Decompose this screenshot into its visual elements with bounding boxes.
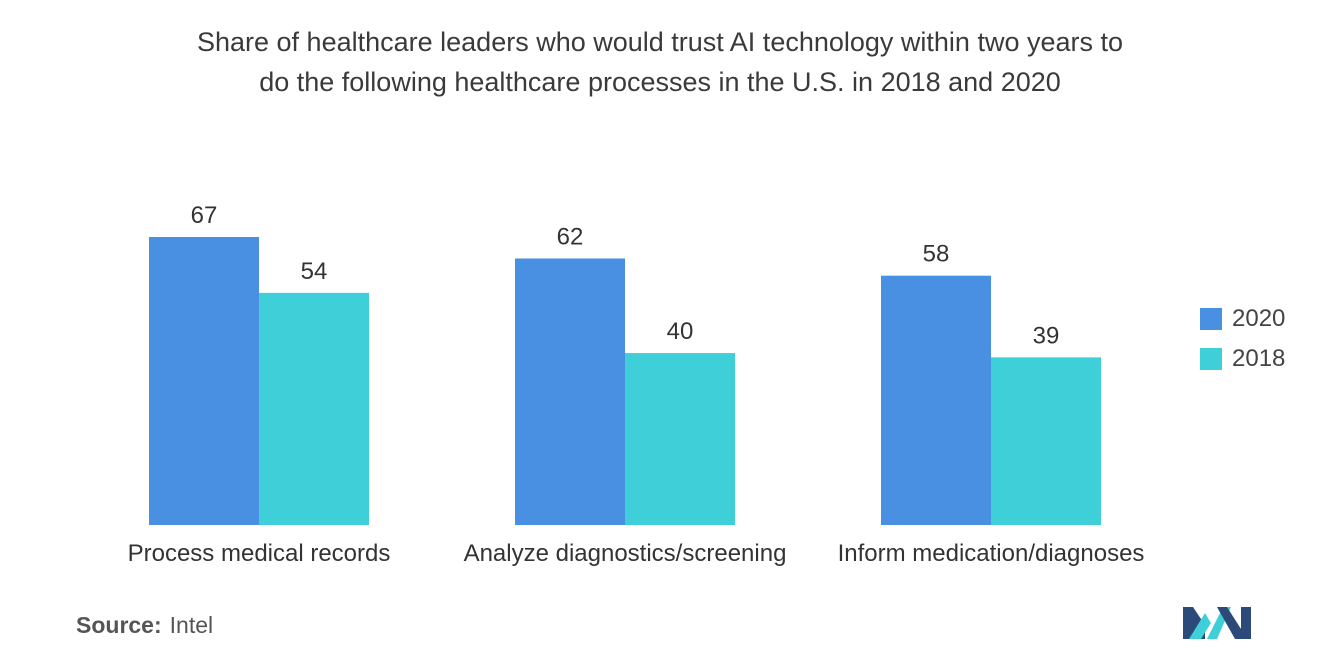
legend-item-2018: 2018	[1200, 345, 1286, 372]
bar-2018-2	[625, 353, 735, 525]
source-note: Source: Intel	[76, 612, 213, 639]
bar-2018-1	[259, 292, 369, 525]
bar-2018-3	[991, 357, 1101, 525]
legend-item-2020: 2020	[1200, 305, 1286, 332]
data-label-2020-3: 58	[923, 241, 950, 268]
chart-title: Share of healthcare leaders who would tr…	[60, 22, 1260, 102]
legend-swatch-2020	[1200, 308, 1222, 330]
category-label-1: Process medical records	[128, 540, 391, 567]
data-label-2018-2: 40	[667, 318, 694, 345]
data-label-2018-3: 39	[1033, 322, 1060, 349]
legend-label-2018: 2018	[1232, 345, 1286, 372]
legend: 2020 2018	[1200, 305, 1286, 386]
chart-title-line-1: Share of healthcare leaders who would tr…	[196, 27, 1123, 57]
legend-label-2020: 2020	[1232, 305, 1286, 332]
bar-2020-2	[515, 258, 625, 525]
source-value: Intel	[169, 612, 214, 638]
data-label-2020-2: 62	[557, 223, 584, 250]
brand-logo-icon	[1183, 607, 1251, 639]
source-label: Source:	[76, 612, 162, 638]
bar-2020-1	[149, 237, 259, 525]
data-label-2018-1: 54	[301, 258, 328, 285]
chart-title-line-2: do the following healthcare processes in…	[259, 67, 1061, 97]
bar-chart: 67 54 Process medical records 62 40 Analyze d…	[128, 202, 1145, 567]
category-label-2: Analyze diagnostics/screening	[464, 540, 787, 567]
legend-swatch-2018	[1200, 348, 1222, 370]
bar-2020-3	[881, 275, 991, 525]
data-label-2020-1: 67	[191, 202, 218, 229]
category-label-3: Inform medication/diagnoses	[838, 540, 1145, 567]
